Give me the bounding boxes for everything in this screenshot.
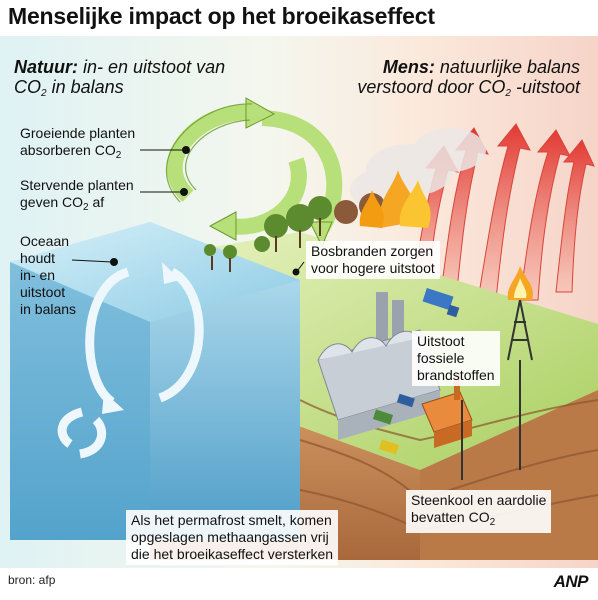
page-title: Menselijke impact op het broeikaseffect xyxy=(8,3,435,29)
label-growing-line2: absorberen CO xyxy=(20,142,116,158)
label-growing-line1: Groeiende planten xyxy=(20,125,136,141)
nature-heading-line2-post: in balans xyxy=(46,77,124,97)
human-heading-sub: 2 xyxy=(505,88,511,99)
anp-logo: ANP xyxy=(553,572,589,591)
source-credit: bron: afp xyxy=(8,573,56,587)
trees xyxy=(204,196,332,272)
label-permafrost: Als het permafrost smelt, komen opgeslag… xyxy=(126,510,339,565)
label-fossil-line2: fossiele xyxy=(417,350,465,366)
label-fossil-line3: brandstoffen xyxy=(417,367,495,383)
label-permafrost-line3: die het broeikaseffect versterken xyxy=(131,546,334,562)
label-permafrost-line2: opgeslagen methaangassen vrij xyxy=(131,529,329,545)
plant-cycle-arrow-heads xyxy=(208,97,333,248)
human-heading-label: Mens: xyxy=(382,57,435,77)
ocean-arrow-right xyxy=(158,268,204,403)
nature-heading-label: Natuur: xyxy=(14,57,78,77)
label-growing-plants: Groeiende planten absorberen CO2 xyxy=(20,125,135,164)
label-fossil-line1: Uitstoot xyxy=(417,333,465,349)
label-growing-sub: 2 xyxy=(115,150,122,161)
nature-heading-line1: in- en uitstoot van xyxy=(83,57,226,77)
ocean-small-arrow-1 xyxy=(57,407,84,448)
label-coal-oil: Steenkool en aardolie bevatten CO2 xyxy=(406,490,552,533)
label-coal-line1: Steenkool en aardolie xyxy=(411,492,547,508)
nature-heading-sub: 2 xyxy=(41,88,47,99)
label-ocean-line4: uitstoot xyxy=(20,284,66,300)
forest-fire xyxy=(334,170,431,228)
label-dying-plants: Stervende planten geven CO2 af xyxy=(20,177,134,216)
plant-cycle-arrow-top xyxy=(166,103,251,202)
label-dying-sub: 2 xyxy=(83,202,89,213)
label-dying-line1: Stervende planten xyxy=(20,177,134,193)
oil-flame xyxy=(507,266,533,300)
label-forest-fires: Bosbranden zorgen voor hogere uitstoot xyxy=(306,241,440,279)
heat-arrow-3 xyxy=(519,129,571,301)
label-ocean: Oceaan houdt in- en uitstoot in balans xyxy=(20,233,76,318)
ocean-arrow-heads xyxy=(102,262,180,414)
label-ocean-line2: houdt xyxy=(20,250,56,266)
label-coal-sub: 2 xyxy=(489,517,496,528)
label-coal-line2-pre: bevatten CO xyxy=(411,509,490,525)
label-ocean-line5: in balans xyxy=(20,301,77,317)
smoke-clouds xyxy=(350,128,486,210)
human-heading-line1: natuurlijke balans xyxy=(439,57,580,77)
heat-arrow-2 xyxy=(477,123,531,301)
label-fires-line2: voor hogere uitstoot xyxy=(311,260,435,276)
vehicles xyxy=(372,288,460,455)
heat-arrow-4 xyxy=(555,139,595,293)
ocean-front xyxy=(10,262,150,540)
ocean-small-arrow-2 xyxy=(78,416,107,459)
label-dying-line2-post: af xyxy=(88,194,105,210)
nature-heading-line2-pre: CO xyxy=(14,77,41,97)
ocean-surface xyxy=(10,222,300,322)
label-dying-line2-pre: geven CO xyxy=(20,194,84,210)
nature-heading: Natuur: in- en uitstoot van CO2 in balan… xyxy=(14,57,225,104)
ocean-arrow-left xyxy=(85,267,130,406)
label-permafrost-line1: Als het permafrost smelt, komen xyxy=(131,512,332,528)
human-heading-line2-pre: verstoord door CO xyxy=(357,77,506,97)
human-heading: Mens: natuurlijke balans verstoord door … xyxy=(357,57,580,104)
label-ocean-line3: in- en xyxy=(20,267,56,283)
human-heading-line2-post: -uitstoot xyxy=(510,77,580,97)
label-fossil-fuels: Uitstoot fossiele brandstoffen xyxy=(412,331,500,386)
plant-cycle-arrow-bottom xyxy=(228,157,307,235)
label-fires-line1: Bosbranden zorgen xyxy=(311,243,434,259)
ocean-cycle-arrows xyxy=(57,267,204,459)
label-ocean-line1: Oceaan xyxy=(20,233,70,249)
